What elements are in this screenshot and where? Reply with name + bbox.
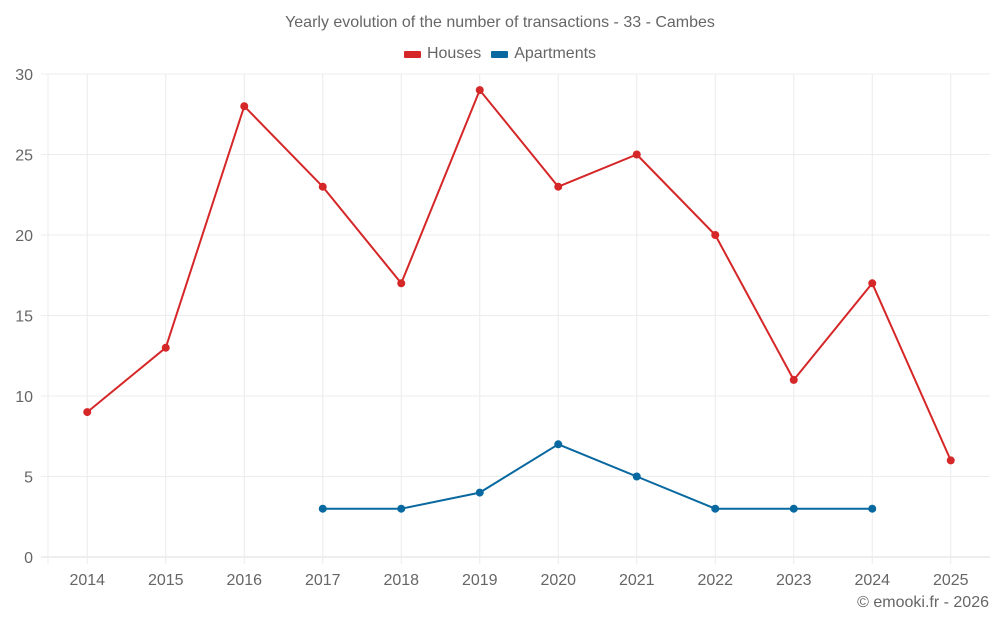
x-tick-label: 2019 (462, 572, 498, 589)
data-point-apartments[interactable] (632, 472, 641, 481)
data-point-houses[interactable] (83, 408, 92, 417)
data-point-apartments[interactable] (711, 504, 720, 513)
data-point-houses[interactable] (868, 279, 877, 288)
legend-swatch-houses (403, 50, 421, 58)
data-point-houses[interactable] (946, 456, 955, 465)
y-tick-label: 0 (24, 550, 33, 567)
series-line-houses (86, 89, 952, 461)
data-point-apartments[interactable] (475, 488, 484, 497)
chart-title: Yearly evolution of the number of transa… (285, 14, 715, 31)
y-tick-label: 25 (15, 148, 33, 165)
x-tick-label: 2018 (383, 572, 419, 589)
x-tick-label: 2022 (697, 572, 733, 589)
data-point-apartments[interactable] (554, 440, 563, 449)
y-tick-label: 30 (15, 67, 33, 84)
data-point-apartments[interactable] (868, 504, 877, 513)
y-tick-label: 10 (15, 389, 33, 406)
y-tick-label: 15 (15, 309, 33, 326)
data-point-houses[interactable] (632, 150, 641, 159)
data-point-houses[interactable] (397, 279, 406, 288)
data-point-apartments[interactable] (318, 504, 327, 513)
data-point-apartments[interactable] (789, 504, 798, 513)
data-point-houses[interactable] (789, 375, 798, 384)
data-point-houses[interactable] (711, 231, 720, 239)
data-point-houses[interactable] (475, 86, 484, 95)
x-tick-label: 2020 (540, 572, 576, 589)
data-point-apartments[interactable] (397, 504, 406, 513)
data-point-houses[interactable] (240, 102, 249, 111)
x-tick-label: 2015 (148, 572, 184, 589)
data-point-houses[interactable] (554, 182, 563, 191)
data-point-houses[interactable] (161, 343, 170, 352)
legend-label-apartments: Apartments (514, 45, 597, 62)
legend-label-houses: Houses (426, 45, 482, 62)
series-line-apartments (322, 443, 873, 510)
x-tick-label: 2017 (305, 572, 341, 589)
chart-legend: Houses Apartments (0, 45, 1000, 63)
y-tick-label: 5 (24, 470, 33, 487)
x-tick-label: 2023 (776, 572, 812, 589)
x-tick-label: 2025 (933, 572, 969, 589)
x-tick-label: 2014 (69, 572, 105, 589)
x-tick-label: 2016 (226, 572, 262, 589)
x-tick-label: 2024 (854, 572, 890, 589)
legend-item-apartments[interactable]: Apartments (491, 45, 596, 63)
x-tick-label: 2021 (619, 572, 655, 589)
credit-text: © emooki.fr - 2026 (857, 594, 989, 611)
legend-swatch-apartments (491, 50, 509, 58)
data-point-houses[interactable] (318, 182, 327, 191)
legend-item-houses[interactable]: Houses (403, 45, 482, 63)
y-tick-label: 20 (15, 228, 33, 245)
